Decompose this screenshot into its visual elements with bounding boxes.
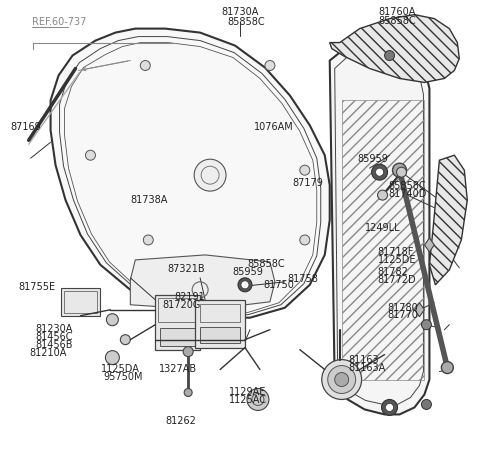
Circle shape xyxy=(382,400,397,415)
Circle shape xyxy=(421,320,432,330)
Circle shape xyxy=(106,350,120,365)
Text: 1327AB: 1327AB xyxy=(159,364,197,374)
Text: 87321B: 87321B xyxy=(167,264,205,274)
Circle shape xyxy=(144,235,153,245)
Circle shape xyxy=(247,389,269,410)
Text: 81782: 81782 xyxy=(378,267,408,277)
Bar xyxy=(155,295,200,350)
Text: 87169: 87169 xyxy=(10,123,41,133)
Text: 85858C: 85858C xyxy=(228,17,265,27)
Text: 81456C: 81456C xyxy=(35,332,72,342)
Circle shape xyxy=(120,335,131,345)
Circle shape xyxy=(184,389,192,396)
Polygon shape xyxy=(430,155,468,285)
Circle shape xyxy=(300,165,310,175)
Text: 1076AM: 1076AM xyxy=(254,123,294,133)
Text: 1249LL: 1249LL xyxy=(365,223,401,233)
Text: 81740D: 81740D xyxy=(388,189,427,199)
Text: 81720G: 81720G xyxy=(162,300,201,310)
Circle shape xyxy=(442,361,453,374)
Text: 1125DA: 1125DA xyxy=(101,364,140,374)
Bar xyxy=(160,328,195,345)
Polygon shape xyxy=(50,29,330,318)
Circle shape xyxy=(85,150,96,160)
Text: 82191: 82191 xyxy=(174,292,204,302)
Circle shape xyxy=(183,347,193,356)
Bar xyxy=(200,327,240,343)
Text: 81760A: 81760A xyxy=(379,7,416,17)
Circle shape xyxy=(107,314,119,326)
Text: 85858C: 85858C xyxy=(388,181,426,191)
Text: 1129AE: 1129AE xyxy=(228,387,266,397)
Text: 1125AC: 1125AC xyxy=(228,395,266,405)
Circle shape xyxy=(335,373,348,386)
Text: 81772D: 81772D xyxy=(378,275,417,285)
Circle shape xyxy=(265,60,275,70)
Text: 81730A: 81730A xyxy=(221,7,259,17)
Polygon shape xyxy=(415,303,424,317)
Text: 81738A: 81738A xyxy=(130,195,168,205)
Circle shape xyxy=(393,163,407,177)
Text: 81230A: 81230A xyxy=(35,324,72,334)
Text: 81770: 81770 xyxy=(387,310,418,320)
Circle shape xyxy=(140,60,150,70)
Bar xyxy=(60,288,100,316)
Circle shape xyxy=(372,164,387,180)
Bar xyxy=(195,300,245,348)
Text: 81456B: 81456B xyxy=(35,340,72,350)
Bar xyxy=(158,298,197,322)
Text: 81758: 81758 xyxy=(287,274,318,284)
Text: 81210A: 81210A xyxy=(29,348,67,358)
Circle shape xyxy=(421,400,432,410)
Text: 81163: 81163 xyxy=(348,355,379,365)
Circle shape xyxy=(328,365,356,394)
Text: 85858C: 85858C xyxy=(248,259,285,269)
Text: 87179: 87179 xyxy=(293,178,324,188)
Polygon shape xyxy=(330,15,459,83)
Text: 81755E: 81755E xyxy=(18,282,55,292)
Text: 85858C: 85858C xyxy=(379,15,416,25)
Text: 81262: 81262 xyxy=(165,416,196,426)
Circle shape xyxy=(322,360,361,400)
Text: 81750: 81750 xyxy=(263,280,294,290)
Text: 81163A: 81163A xyxy=(348,363,385,373)
Polygon shape xyxy=(424,238,434,252)
Circle shape xyxy=(385,404,394,411)
Circle shape xyxy=(384,50,395,60)
Circle shape xyxy=(396,167,407,177)
Text: 85959: 85959 xyxy=(357,154,388,164)
Circle shape xyxy=(300,235,310,245)
Polygon shape xyxy=(131,255,275,310)
Polygon shape xyxy=(330,39,430,415)
Bar xyxy=(63,291,97,313)
Text: 81780: 81780 xyxy=(387,302,418,312)
Circle shape xyxy=(194,159,226,191)
Bar xyxy=(200,304,240,322)
Circle shape xyxy=(241,281,249,289)
Text: 81718F: 81718F xyxy=(378,247,414,257)
Text: REF.60-737: REF.60-737 xyxy=(32,17,86,27)
Circle shape xyxy=(375,168,384,176)
Circle shape xyxy=(378,190,387,200)
Text: 85959: 85959 xyxy=(232,267,263,277)
Text: 95750M: 95750M xyxy=(103,372,143,382)
Text: 1125DE: 1125DE xyxy=(378,255,416,265)
Circle shape xyxy=(238,278,252,292)
